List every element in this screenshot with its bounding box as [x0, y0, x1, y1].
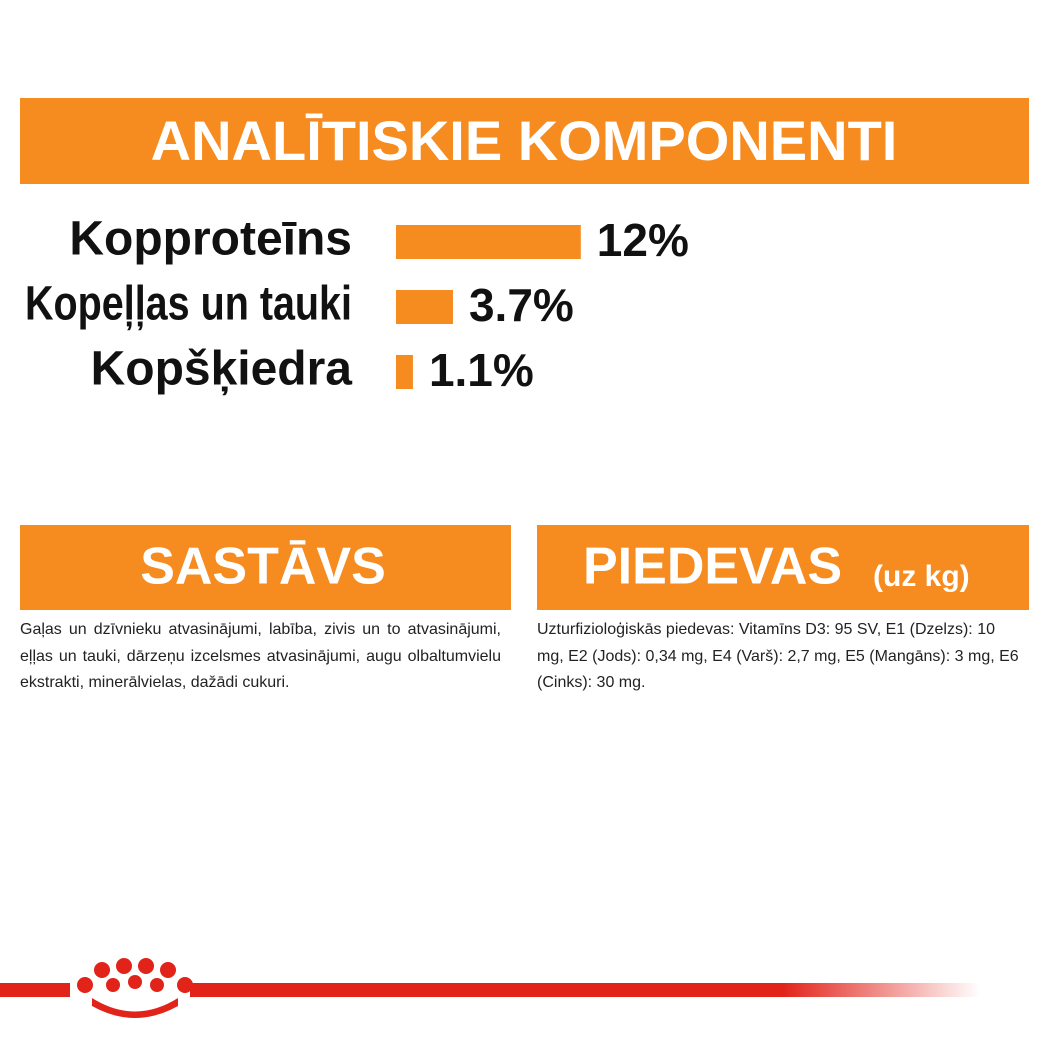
title: ANALĪTISKIE KOMPONENTI	[151, 109, 898, 172]
category-label: Kopeļļas un tauki	[25, 278, 352, 331]
value-label: 3.7%	[469, 279, 574, 331]
composition-band	[20, 525, 511, 610]
footer-line	[190, 983, 980, 997]
chart: Kopproteīns 12% Kopeļļas un tauki 3.7% Kopšķ…	[25, 213, 689, 396]
additives-title: PIEDEVAS	[583, 538, 842, 596]
title-band	[20, 98, 1029, 184]
value-label: 12%	[597, 214, 689, 266]
composition-title: SASTĀVS	[140, 538, 386, 596]
additives-band	[537, 525, 1029, 610]
category-label: Kopproteīns	[69, 213, 352, 266]
category-label: Kopšķiedra	[91, 343, 353, 396]
value-label: 1.1%	[429, 344, 534, 396]
footer-line	[0, 983, 70, 997]
bar	[396, 225, 581, 259]
bar	[396, 355, 413, 389]
logo	[77, 958, 193, 1018]
additives-unit: (uz kg)	[873, 560, 970, 593]
additives-text: Uzturfizioloģiskās piedevas: Vitamīns D3…	[537, 621, 1019, 691]
composition-text: Gaļas un dzīvnieku atvasinājumi, labība,…	[20, 621, 501, 691]
bar	[396, 290, 453, 324]
